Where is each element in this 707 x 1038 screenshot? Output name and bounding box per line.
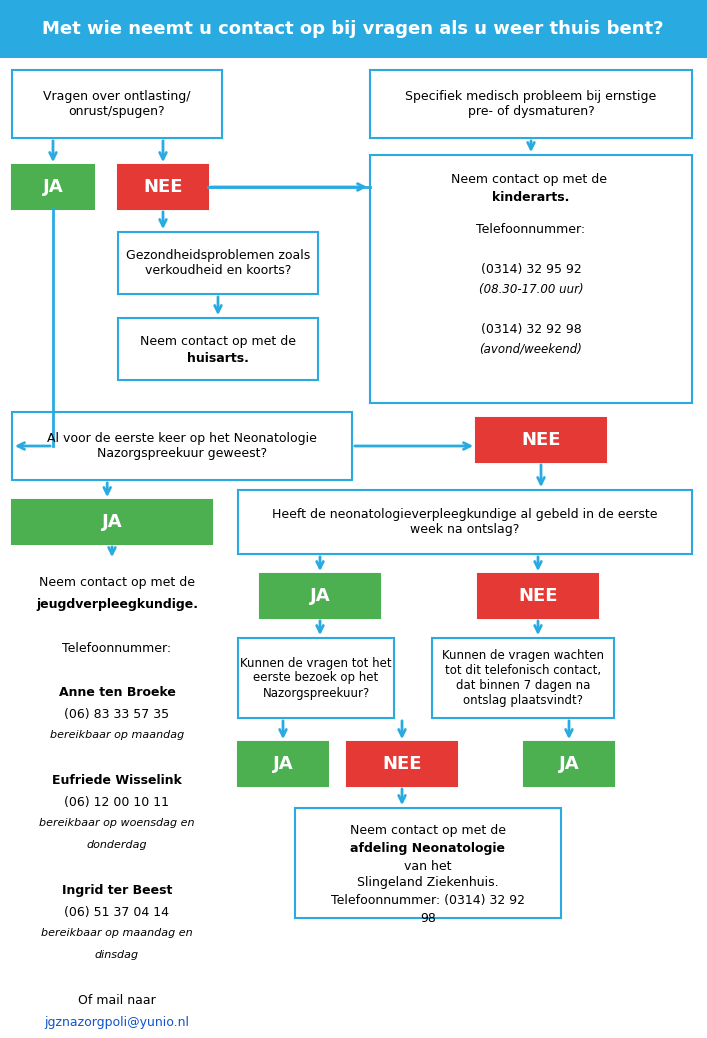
Text: Neem contact op met de: Neem contact op met de — [451, 173, 611, 186]
Text: (0314) 32 92 98: (0314) 32 92 98 — [481, 323, 581, 336]
Bar — [12, 559, 222, 1020]
Text: Neem contact op met de: Neem contact op met de — [140, 334, 296, 348]
Bar — [524, 742, 614, 786]
Bar — [238, 490, 692, 554]
Text: Met wie neemt u contact op bij vragen als u weer thuis bent?: Met wie neemt u contact op bij vragen al… — [42, 20, 664, 38]
Text: (06) 83 33 57 35: (06) 83 33 57 35 — [64, 708, 170, 721]
Text: NEE: NEE — [382, 755, 422, 773]
Text: Neem contact op met de: Neem contact op met de — [39, 576, 195, 589]
Bar — [370, 155, 692, 403]
Text: Al voor de eerste keer op het Neonatologie
Nazorgspreekuur geweest?: Al voor de eerste keer op het Neonatolog… — [47, 432, 317, 460]
Bar — [476, 418, 606, 462]
Bar — [118, 233, 318, 294]
Text: kinderarts.: kinderarts. — [492, 191, 570, 204]
Text: JA: JA — [310, 588, 330, 605]
Text: Telefoonnummer: (0314) 32 92: Telefoonnummer: (0314) 32 92 — [331, 894, 525, 907]
Bar — [478, 574, 598, 618]
Bar — [118, 318, 318, 380]
Text: (06) 12 00 10 11: (06) 12 00 10 11 — [64, 796, 170, 809]
Text: NEE: NEE — [521, 431, 561, 449]
Text: Kunnen de vragen wachten
tot dit telefonisch contact,
dat binnen 7 dagen na
onts: Kunnen de vragen wachten tot dit telefon… — [442, 649, 604, 707]
Bar — [260, 574, 380, 618]
Text: Neem contact op met de: Neem contact op met de — [350, 824, 506, 837]
Text: (0314) 32 95 92: (0314) 32 95 92 — [481, 263, 581, 276]
Bar — [295, 808, 561, 918]
Bar — [12, 412, 352, 480]
Text: 98: 98 — [420, 912, 436, 925]
Text: dinsdag: dinsdag — [95, 950, 139, 960]
Text: Specifiek medisch probleem bij ernstige
pre- of dysmaturen?: Specifiek medisch probleem bij ernstige … — [405, 90, 657, 118]
Text: NEE: NEE — [144, 177, 182, 196]
Text: JA: JA — [273, 755, 293, 773]
Text: Eufriede Wisselink: Eufriede Wisselink — [52, 774, 182, 787]
Text: Ingrid ter Beest: Ingrid ter Beest — [62, 884, 173, 897]
Text: JA: JA — [42, 177, 64, 196]
Text: Kunnen de vragen tot het
eerste bezoek op het
Nazorgspreekuur?: Kunnen de vragen tot het eerste bezoek o… — [240, 656, 392, 700]
Text: bereikbaar op maandag en: bereikbaar op maandag en — [41, 928, 193, 938]
Text: Slingeland Ziekenhuis.: Slingeland Ziekenhuis. — [357, 876, 499, 889]
Bar — [118, 165, 208, 209]
Bar — [370, 70, 692, 138]
Bar — [12, 70, 222, 138]
Text: jgznazorgpoli@yunio.nl: jgznazorgpoli@yunio.nl — [45, 1016, 189, 1029]
Bar — [347, 742, 457, 786]
Text: Of mail naar: Of mail naar — [78, 994, 156, 1007]
Text: jeugdverpleegkundige.: jeugdverpleegkundige. — [36, 598, 198, 611]
Text: Heeft de neonatologieverpleegkundige al gebeld in de eerste
week na ontslag?: Heeft de neonatologieverpleegkundige al … — [272, 508, 658, 536]
Text: JA: JA — [559, 755, 579, 773]
Text: NEE: NEE — [518, 588, 558, 605]
Text: Telefoonnummer:: Telefoonnummer: — [477, 223, 585, 236]
Text: (06) 51 37 04 14: (06) 51 37 04 14 — [64, 906, 170, 919]
Bar — [238, 638, 394, 718]
Text: (avond/weekend): (avond/weekend) — [479, 343, 583, 356]
Text: afdeling Neonatologie: afdeling Neonatologie — [351, 842, 506, 855]
Bar — [432, 638, 614, 718]
Bar — [12, 500, 212, 544]
Text: Anne ten Broeke: Anne ten Broeke — [59, 686, 175, 699]
Text: Telefoonnummer:: Telefoonnummer: — [62, 641, 172, 655]
Bar — [12, 165, 94, 209]
Text: JA: JA — [102, 513, 122, 531]
Text: (08.30-17.00 uur): (08.30-17.00 uur) — [479, 283, 583, 296]
Text: Vragen over ontlasting/
onrust/spugen?: Vragen over ontlasting/ onrust/spugen? — [43, 90, 191, 118]
Text: bereikbaar op maandag: bereikbaar op maandag — [50, 730, 184, 740]
Text: donderdag: donderdag — [87, 840, 147, 850]
Bar — [238, 742, 328, 786]
Text: Gezondheidsproblemen zoals
verkoudheid en koorts?: Gezondheidsproblemen zoals verkoudheid e… — [126, 249, 310, 277]
Bar — [0, 0, 707, 58]
Text: van het: van het — [404, 861, 452, 873]
Text: huisarts.: huisarts. — [187, 353, 249, 365]
Text: bereikbaar op woensdag en: bereikbaar op woensdag en — [40, 818, 194, 828]
